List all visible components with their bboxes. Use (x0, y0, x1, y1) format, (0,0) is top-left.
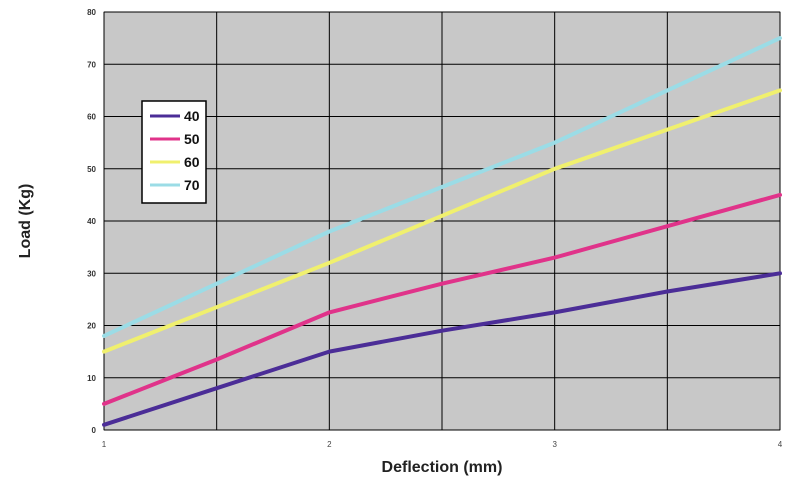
y-tick-label: 70 (87, 60, 96, 69)
legend-label-70: 70 (184, 177, 200, 193)
x-tick-label: 4 (778, 440, 783, 449)
series-line-40 (102, 271, 782, 427)
y-tick-label: 0 (92, 426, 97, 435)
grid-lines (103, 11, 781, 431)
legend-label-60: 60 (184, 154, 200, 170)
series-lines (102, 36, 782, 427)
legend-label-50: 50 (184, 131, 200, 147)
y-tick-label: 40 (87, 217, 96, 226)
y-tick-label: 80 (87, 8, 96, 17)
y-tick-label: 30 (87, 269, 96, 278)
x-tick-label: 2 (327, 440, 332, 449)
y-tick-label: 60 (87, 113, 96, 122)
y-tick-label: 20 (87, 322, 96, 331)
series-line-70 (102, 36, 782, 338)
x-tick-label: 3 (552, 440, 557, 449)
y-tick-label: 10 (87, 374, 96, 383)
series-line-60 (102, 88, 782, 354)
x-axis-label: Deflection (mm) (382, 459, 503, 476)
series-line-50 (102, 192, 782, 406)
legend-label-40: 40 (184, 108, 200, 124)
x-tick-label: 1 (102, 440, 107, 449)
y-axis-label: Load (Kg) (17, 184, 34, 259)
y-tick-label: 50 (87, 165, 96, 174)
tick-labels: 0 10 20 30 40 50 60 70 80 1 2 3 4 (87, 8, 783, 449)
legend: 40 50 60 70 (141, 100, 207, 204)
